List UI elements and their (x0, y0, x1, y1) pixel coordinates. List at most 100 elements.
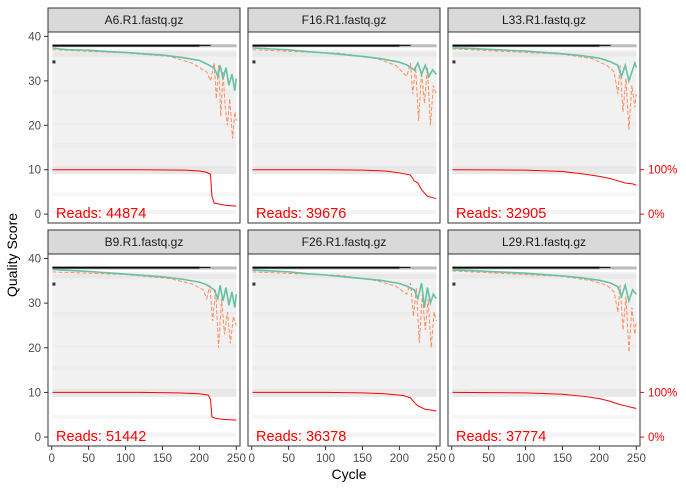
x-tick-label: 250 (427, 453, 446, 465)
x-tick-label: 150 (153, 453, 172, 465)
quality-heat-band (252, 60, 256, 64)
mean-quality-line (252, 47, 437, 79)
x-tick-label: 0 (48, 453, 54, 465)
quality-heat-band (452, 388, 637, 397)
quality-heat-band (452, 89, 637, 95)
mean-quality-line (452, 269, 637, 304)
facet-strip-label: F26.R1.fastq.gz (302, 235, 387, 249)
read-count-line (252, 169, 437, 200)
reads-count-label: Reads: 51442 (56, 429, 146, 445)
reads-count-label: Reads: 37774 (456, 429, 546, 445)
facet-strip-label: L33.R1.fastq.gz (502, 13, 586, 27)
quality-heat-band (252, 432, 437, 438)
panel-border (47, 31, 241, 224)
quality-heat-band (452, 51, 637, 57)
facet-strip-label: F16.R1.fastq.gz (302, 13, 387, 27)
facet-panel: L29.R1.fastq.gz Reads: 37774 100% 0% 0 50 100 1… (447, 229, 677, 465)
quality-heat-band (52, 209, 237, 215)
quality-heat-band (52, 122, 237, 126)
quality-heat-band (452, 60, 456, 64)
facet-strip-label: A6.R1.fastq.gz (105, 13, 184, 27)
mean-quality-line (52, 47, 238, 91)
quality-heat-band (252, 191, 437, 197)
panel-border (47, 253, 241, 447)
quality-heat-band (452, 49, 637, 170)
quality-heat-band (252, 271, 437, 393)
quality-heat-band (52, 191, 237, 197)
quality-heat-band (252, 312, 437, 317)
quality-heat-band (452, 271, 637, 393)
x-tick-label: 0 (248, 453, 254, 465)
quality-heat-band (252, 143, 437, 148)
quality-heat-band (452, 282, 456, 286)
quality-heat-band (252, 89, 437, 95)
reads-count-label: Reads: 39676 (256, 206, 346, 222)
right-axis-tick-label: 100% (648, 165, 677, 177)
quality-heat-band (52, 60, 56, 64)
panel-border (447, 31, 641, 224)
x-tick-label: 150 (553, 453, 572, 465)
x-tick-label: 200 (190, 453, 209, 465)
quality-heat-band (452, 432, 637, 438)
y-tick-label: 20 (28, 120, 41, 132)
panel-border (247, 253, 441, 447)
quality-heat-band (399, 266, 437, 270)
facet-strip (47, 7, 241, 33)
quality-heat-band (252, 209, 437, 215)
quality-heat-band (52, 345, 237, 348)
quality-heat-band (599, 266, 637, 270)
quality-heat-band (52, 282, 56, 286)
quality-heat-band (252, 122, 437, 126)
x-tick-label: 0 (448, 453, 454, 465)
quality-heat-band (199, 266, 237, 270)
facet-strip-label: B9.R1.fastq.gz (105, 235, 184, 249)
panel-border (247, 31, 441, 224)
facet-strip (247, 7, 441, 33)
y-tick-label: 40 (28, 253, 41, 265)
quality-heat-band (452, 345, 637, 348)
x-tick-label: 250 (627, 453, 646, 465)
y-tick-label: 0 (35, 432, 41, 444)
quality-heat-band (52, 271, 237, 393)
y-tick-label: 0 (35, 209, 41, 221)
mean-quality-line (252, 269, 437, 308)
quality-heat-band (52, 49, 237, 170)
right-axis-tick-label: 0% (648, 432, 665, 444)
read-count-line (452, 169, 637, 186)
quality-heat-band (199, 44, 237, 48)
quality-heat-band (52, 312, 237, 317)
x-tick-label: 100 (516, 453, 535, 465)
mean-quality-line (452, 47, 638, 84)
quality-heat-band (252, 345, 437, 348)
quality-heat-band (452, 312, 637, 317)
reads-count-label: Reads: 44874 (56, 206, 146, 222)
quality-heat-band (252, 414, 437, 420)
quartile-line (452, 270, 637, 353)
x-axis-title: Cycle (331, 466, 366, 482)
quality-heat-band (52, 414, 237, 420)
quality-heat-band (452, 166, 637, 175)
facet-panel: A6.R1.fastq.gz Reads: 44874 0 10 20 30 40 (28, 7, 241, 224)
read-count-line (52, 391, 237, 421)
panel-border (447, 253, 641, 447)
facet-panel: L33.R1.fastq.gz Reads: 32905 100% 0% (447, 7, 677, 224)
quality-heat-band (52, 365, 237, 371)
x-tick-label: 50 (282, 453, 295, 465)
x-tick-label: 200 (590, 453, 609, 465)
quality-heat-band (452, 191, 637, 197)
quality-heat-band (399, 44, 437, 48)
reads-count-label: Reads: 36378 (256, 429, 346, 445)
read-count-line (452, 391, 637, 409)
facet-strip (447, 7, 641, 33)
facet-panels: A6.R1.fastq.gz Reads: 44874 0 10 20 30 40 F16.R… (28, 7, 677, 465)
y-axis-title: Quality Score (4, 213, 20, 297)
x-tick-label: 100 (116, 453, 135, 465)
facet-strip (247, 229, 441, 255)
quality-heat-band (52, 432, 237, 438)
facet-strip-label: L29.R1.fastq.gz (502, 235, 586, 249)
quality-heat-band (252, 49, 437, 170)
y-tick-label: 30 (28, 76, 41, 88)
x-tick-label: 200 (390, 453, 409, 465)
